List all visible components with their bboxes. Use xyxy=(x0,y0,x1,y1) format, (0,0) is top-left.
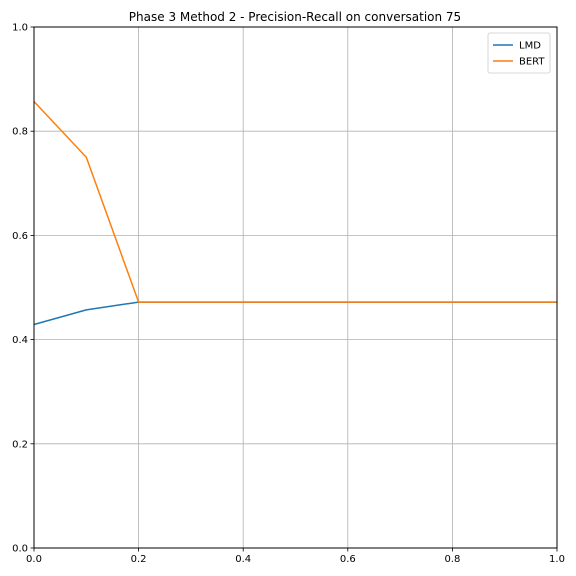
y-tick-label: 0.8 xyxy=(12,127,28,138)
legend-label: LMD xyxy=(519,41,541,52)
y-tick-label: 0.2 xyxy=(12,439,28,450)
y-axis: 0.0 0.2 0.4 0.6 0.8 1.0 xyxy=(12,23,34,555)
chart-title: Phase 3 Method 2 - Precision-Recall on c… xyxy=(129,10,461,24)
y-tick-label: 0.4 xyxy=(12,335,28,346)
y-tick-label: 0.6 xyxy=(12,231,28,242)
series-line-bert xyxy=(33,100,557,303)
y-tick-label: 0.0 xyxy=(12,544,28,555)
legend: LMD BERT xyxy=(487,32,551,74)
x-tick-label: 0.6 xyxy=(340,554,356,565)
x-tick-label: 0.2 xyxy=(131,554,147,565)
plot-frame xyxy=(33,26,558,549)
series-lines xyxy=(33,100,557,326)
x-tick-label: 0.8 xyxy=(444,554,460,565)
legend-label: BERT xyxy=(519,57,545,68)
x-tick-label: 0.0 xyxy=(26,554,42,565)
x-tick-label: 1.0 xyxy=(549,554,565,565)
x-axis: 0.0 0.2 0.4 0.6 0.8 1.0 xyxy=(26,548,565,565)
y-tick-label: 1.0 xyxy=(12,23,28,34)
legend-box xyxy=(487,32,551,74)
x-tick-label: 0.4 xyxy=(235,554,251,565)
